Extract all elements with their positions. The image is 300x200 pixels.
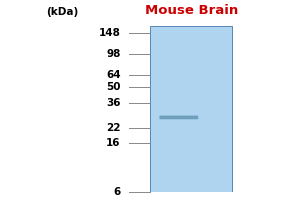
Text: 98: 98	[106, 49, 121, 59]
Text: Mouse Brain: Mouse Brain	[145, 4, 238, 17]
Text: 64: 64	[106, 70, 121, 80]
Text: 16: 16	[106, 138, 121, 148]
Text: 6: 6	[113, 187, 121, 197]
Text: (kDa): (kDa)	[46, 7, 78, 17]
FancyBboxPatch shape	[159, 116, 198, 119]
Text: 36: 36	[106, 98, 121, 108]
Text: 50: 50	[106, 82, 121, 92]
Text: 148: 148	[99, 28, 121, 38]
Text: 22: 22	[106, 123, 121, 133]
Bar	[150, 26, 232, 195]
